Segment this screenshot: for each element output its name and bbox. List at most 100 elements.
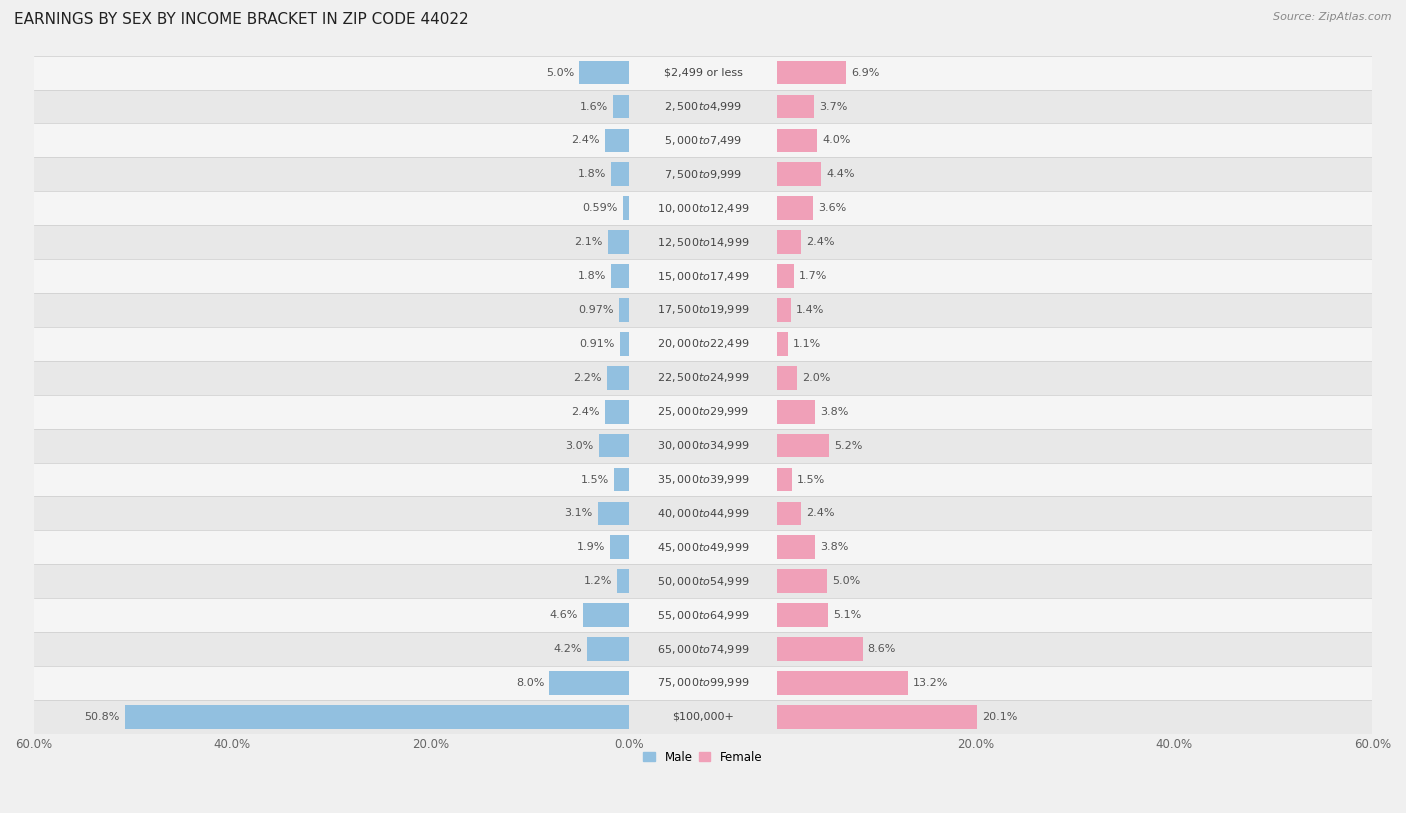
Text: 3.0%: 3.0% [565,441,593,450]
Bar [778,61,846,85]
Bar [610,536,628,559]
Bar [34,497,1372,530]
Bar [778,94,814,119]
Text: 4.0%: 4.0% [823,136,851,146]
Text: 4.4%: 4.4% [825,169,855,180]
Bar [34,327,1372,361]
Bar [34,191,1372,225]
Text: 1.4%: 1.4% [796,305,824,315]
Bar [605,400,628,424]
Text: 20.1%: 20.1% [981,712,1017,722]
Text: 5.2%: 5.2% [834,441,862,450]
Bar [550,671,628,695]
Text: $2,500 to $4,999: $2,500 to $4,999 [664,100,742,113]
Text: 2.2%: 2.2% [574,373,602,383]
Text: $35,000 to $39,999: $35,000 to $39,999 [657,473,749,486]
Bar [778,705,977,728]
Text: 1.2%: 1.2% [583,576,612,586]
Text: 1.8%: 1.8% [578,169,606,180]
Text: $45,000 to $49,999: $45,000 to $49,999 [657,541,749,554]
Bar [34,530,1372,564]
Bar [34,225,1372,259]
Text: $10,000 to $12,499: $10,000 to $12,499 [657,202,749,215]
Text: $75,000 to $99,999: $75,000 to $99,999 [657,676,749,689]
Text: 1.1%: 1.1% [793,339,821,349]
Bar [34,428,1372,463]
Bar [778,603,828,627]
Text: 5.1%: 5.1% [832,610,860,620]
Text: 1.6%: 1.6% [579,102,607,111]
Bar [586,637,628,661]
Bar [579,61,628,85]
Text: 2.0%: 2.0% [803,373,831,383]
Bar [34,632,1372,666]
Bar [34,361,1372,395]
Bar [34,700,1372,734]
Text: EARNINGS BY SEX BY INCOME BRACKET IN ZIP CODE 44022: EARNINGS BY SEX BY INCOME BRACKET IN ZIP… [14,12,468,27]
Bar [778,332,789,356]
Bar [613,94,628,119]
Bar [598,502,628,525]
Bar [619,298,628,322]
Bar [778,163,821,186]
Text: 3.7%: 3.7% [820,102,848,111]
Bar [778,400,815,424]
Bar [778,264,794,288]
Text: 8.0%: 8.0% [516,678,544,688]
Bar [778,230,801,254]
Bar [778,366,797,389]
Text: 2.4%: 2.4% [571,406,600,417]
Text: 1.5%: 1.5% [581,475,609,485]
Bar [778,502,801,525]
Legend: Male, Female: Male, Female [638,746,768,768]
Text: 0.97%: 0.97% [578,305,614,315]
Bar [607,366,628,389]
Text: 2.1%: 2.1% [575,237,603,247]
Bar [623,197,628,220]
Bar [34,463,1372,497]
Text: $25,000 to $29,999: $25,000 to $29,999 [657,405,749,418]
Bar [34,158,1372,191]
Bar [34,55,1372,89]
Bar [778,637,863,661]
Bar [610,163,628,186]
Text: $50,000 to $54,999: $50,000 to $54,999 [657,575,749,588]
Bar [34,564,1372,598]
Bar [778,197,813,220]
Text: $30,000 to $34,999: $30,000 to $34,999 [657,439,749,452]
Bar [34,89,1372,124]
Text: $22,500 to $24,999: $22,500 to $24,999 [657,372,749,385]
Text: $65,000 to $74,999: $65,000 to $74,999 [657,642,749,655]
Bar [583,603,628,627]
Text: $15,000 to $17,499: $15,000 to $17,499 [657,270,749,283]
Text: $55,000 to $64,999: $55,000 to $64,999 [657,609,749,622]
Text: $5,000 to $7,499: $5,000 to $7,499 [664,134,742,147]
Bar [607,230,628,254]
Text: 5.0%: 5.0% [832,576,860,586]
Bar [34,259,1372,293]
Text: $40,000 to $44,999: $40,000 to $44,999 [657,507,749,520]
Bar [620,332,628,356]
Bar [778,569,827,593]
Text: $100,000+: $100,000+ [672,712,734,722]
Text: $7,500 to $9,999: $7,500 to $9,999 [664,167,742,180]
Text: $12,500 to $14,999: $12,500 to $14,999 [657,236,749,249]
Bar [34,598,1372,632]
Text: Source: ZipAtlas.com: Source: ZipAtlas.com [1274,12,1392,22]
Text: $20,000 to $22,499: $20,000 to $22,499 [657,337,749,350]
Text: 1.9%: 1.9% [576,542,605,552]
Text: 2.4%: 2.4% [571,136,600,146]
Text: $2,499 or less: $2,499 or less [664,67,742,77]
Bar [610,264,628,288]
Text: 5.0%: 5.0% [546,67,574,77]
Text: 8.6%: 8.6% [868,644,896,654]
Text: 4.2%: 4.2% [554,644,582,654]
Text: 3.1%: 3.1% [565,508,593,519]
Text: 13.2%: 13.2% [914,678,949,688]
Bar [778,467,792,491]
Bar [778,298,792,322]
Bar [125,705,628,728]
Bar [778,671,908,695]
Text: 6.9%: 6.9% [851,67,879,77]
Text: 1.8%: 1.8% [578,271,606,281]
